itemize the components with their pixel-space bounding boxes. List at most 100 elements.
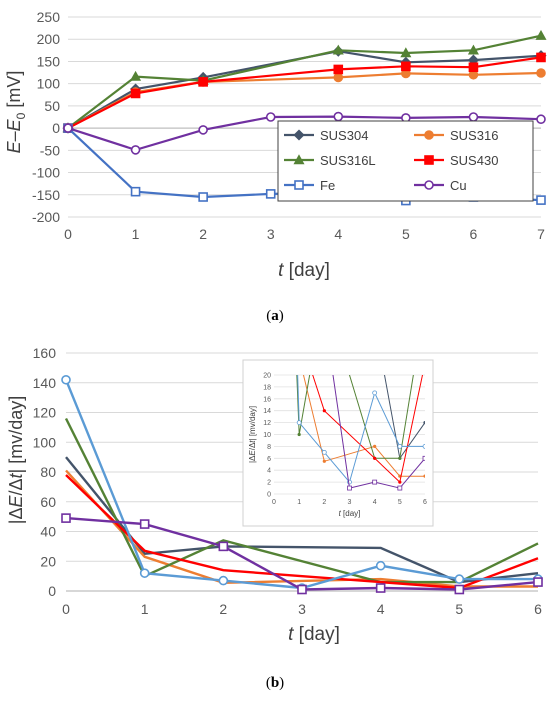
inset-y-tick-label: 12: [263, 420, 271, 427]
y-tick-label: -100: [32, 165, 60, 181]
label-part: 0: [14, 112, 28, 119]
inset-x-tick-label: 3: [348, 499, 352, 506]
x-tick-label: 3: [267, 226, 275, 242]
caption-part: (: [266, 308, 271, 324]
legend-marker: [293, 154, 305, 165]
y-tick-label: 150: [37, 53, 61, 69]
series-a: [62, 29, 547, 206]
x-tick-label: 6: [534, 601, 542, 617]
label-part: [day]: [283, 260, 329, 281]
label-part: t: [6, 472, 26, 478]
data-point-sus430: [536, 52, 546, 63]
series-cu: [61, 513, 543, 595]
data-point-cu: [265, 112, 276, 122]
x-tick-label: 0: [62, 601, 70, 617]
inset-y-tick-label: 4: [267, 468, 271, 475]
inset-point-fe: [422, 444, 425, 449]
inset-y-axis-label: |ΔE/Δt| [mv/day]: [248, 406, 257, 463]
data-point-sus430: [401, 61, 411, 72]
x-tick-label: 7: [537, 226, 545, 242]
chart-a: -200 -150 -100 -50 0 50 100 150 200 250 0 1 2 3 4 5 6 7 S…: [4, 8, 547, 324]
caption-part: a: [271, 308, 279, 324]
data-point-sus316l: [130, 70, 142, 81]
data-point-fe: [139, 568, 150, 578]
label-part: /Δ: [248, 442, 257, 450]
inset-x-tick-label: 4: [373, 499, 377, 506]
caption-b: (b): [266, 675, 284, 691]
y-tick-label: 250: [37, 9, 61, 25]
data-point-cu: [333, 111, 344, 122]
inset-series: [296, 375, 425, 491]
inset-line-sus304: [384, 375, 425, 460]
data-point-sus316l: [400, 47, 412, 58]
data-point-sus316: [536, 68, 546, 78]
label-part: –E: [4, 118, 24, 142]
inset-y-tick-label: 2: [267, 480, 271, 487]
data-point-cu: [375, 583, 386, 593]
inset-y-tick-label: 6: [267, 456, 271, 463]
data-point-fe: [375, 560, 386, 571]
label-part: [mV]: [4, 71, 24, 113]
data-point-sus430: [130, 88, 141, 99]
caption-part: b: [271, 675, 279, 691]
data-point-cu: [218, 541, 229, 552]
x-tick-label: 6: [470, 226, 478, 242]
data-point-sus430: [198, 77, 208, 87]
inset-y-tick-label: 10: [263, 432, 271, 439]
label-part: E: [248, 450, 257, 456]
inset-series-sus316: [302, 375, 425, 478]
inset-y-tick-label: 20: [263, 373, 271, 380]
data-point-fe: [218, 575, 229, 586]
caption-a: (a): [266, 308, 284, 324]
data-point-sus316l: [332, 44, 344, 55]
y-tick-label: 0: [48, 583, 56, 599]
y-tick-label: 140: [33, 375, 57, 391]
legend-a: SUS304 SUS316 SUS316L SUS430 Fe Cu: [277, 120, 534, 202]
label-part: [day]: [293, 624, 339, 645]
y-axis-label-b: |ΔE/Δt| [mv/day]: [6, 396, 26, 524]
x-axis-label-b: t [day]: [288, 624, 340, 645]
inset-point-fe: [321, 449, 327, 455]
inset-x-tick-label: 5: [398, 499, 402, 506]
legend-label: Cu: [450, 178, 467, 193]
data-point-fe: [536, 195, 546, 205]
legend-item-sus316l: SUS316L: [284, 153, 376, 168]
x-tick-label: 5: [402, 226, 410, 242]
label-part: | [mv/day]: [248, 406, 257, 441]
y-tick-label: -150: [32, 187, 60, 203]
legend-label: SUS316: [450, 128, 498, 143]
legend-marker: [294, 180, 304, 190]
y-tick-label: 40: [40, 524, 56, 540]
inset-x-tick-label: 1: [297, 499, 301, 506]
inset-point-fe: [296, 420, 302, 425]
y-tick-label: -200: [32, 209, 60, 225]
inset-x-tick-label: 6: [423, 499, 427, 506]
inset-x-axis-label: t [day]: [339, 509, 361, 518]
data-point-fe: [265, 189, 276, 199]
data-point-fe: [454, 574, 465, 584]
data-point-cu: [454, 584, 465, 595]
data-point-sus430: [333, 64, 344, 75]
inset-point-fe: [397, 444, 403, 449]
series-b: [61, 374, 543, 595]
x-tick-label: 2: [199, 226, 207, 242]
y-tick-label: -50: [40, 142, 60, 158]
inset-point-sus316: [322, 459, 326, 463]
data-point-cu: [61, 513, 71, 523]
y-tick-label: 200: [37, 31, 61, 47]
label-part: t: [339, 509, 342, 518]
x-tick-label: 4: [334, 226, 342, 242]
y-tick-label: 80: [40, 464, 56, 480]
data-point-cu: [130, 145, 141, 155]
data-point-fe: [130, 186, 141, 197]
inset-point-cu: [397, 485, 403, 491]
inset-point-sus304: [423, 421, 425, 425]
legend-marker: [424, 155, 434, 165]
x-tick-label: 3: [298, 601, 306, 617]
x-tick-label: 5: [455, 601, 463, 617]
data-point-sus316: [333, 72, 344, 83]
x-tick-label: 1: [141, 601, 149, 617]
inset-point-sus316l: [297, 432, 301, 437]
